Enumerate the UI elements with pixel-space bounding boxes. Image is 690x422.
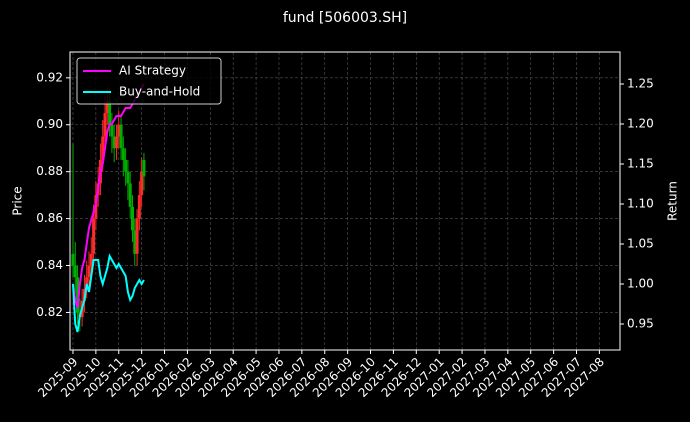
candle-body (117, 124, 121, 137)
y2-tick-label: 1.15 (627, 157, 654, 171)
candle-body (71, 253, 75, 266)
y-tick-label: 0.88 (36, 164, 63, 178)
candle-body (119, 124, 123, 149)
candle-body (73, 265, 77, 278)
candle-body (114, 136, 118, 149)
candle-body (110, 124, 114, 137)
y2-tick-label: 1.10 (627, 197, 654, 211)
candle-body (126, 171, 130, 184)
candle-body (92, 218, 96, 254)
y2-tick-label: 0.95 (627, 317, 654, 331)
candle-body (124, 159, 128, 172)
candle-body (133, 230, 137, 254)
candle-body (137, 195, 141, 219)
candle-body (128, 183, 132, 207)
y2-tick-label: 1.00 (627, 277, 654, 291)
legend-label: AI Strategy (119, 64, 186, 78)
candle-body (101, 136, 105, 160)
y-tick-label: 0.82 (36, 305, 63, 319)
y2-axis-label: Return (666, 181, 680, 221)
y2-tick-label: 1.25 (627, 77, 654, 91)
candle-body (112, 136, 116, 149)
y-tick-label: 0.86 (36, 211, 63, 225)
y-tick-label: 0.84 (36, 258, 63, 272)
plot-frame (69, 51, 621, 351)
candle-body (140, 171, 144, 196)
series-line (71, 253, 145, 333)
candle-body (121, 148, 125, 160)
candle-body (76, 277, 80, 313)
candle-body (89, 253, 93, 266)
candle-body (105, 101, 109, 114)
candle-body (142, 159, 146, 177)
legend-box (76, 57, 222, 105)
chart-title: fund [506003.SH] (283, 10, 407, 26)
candle-body (108, 101, 112, 125)
candle-body (85, 277, 89, 289)
y2-tick-label: 1.05 (627, 237, 654, 251)
y-tick-label: 0.90 (36, 117, 63, 131)
candle-body (130, 206, 134, 231)
series-line (71, 83, 145, 309)
y-tick-label: 0.92 (36, 70, 63, 84)
legend-label: Buy-and-Hold (119, 85, 200, 99)
candle-body (103, 113, 107, 137)
y-axis-label: Price (11, 186, 25, 215)
candle-body (87, 265, 91, 278)
candle-body (135, 218, 139, 254)
y2-tick-label: 1.20 (627, 117, 654, 131)
